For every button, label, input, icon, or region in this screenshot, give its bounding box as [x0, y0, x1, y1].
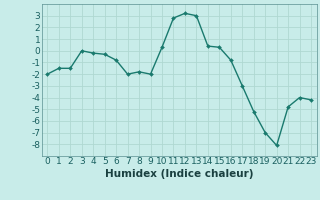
X-axis label: Humidex (Indice chaleur): Humidex (Indice chaleur): [105, 169, 253, 179]
